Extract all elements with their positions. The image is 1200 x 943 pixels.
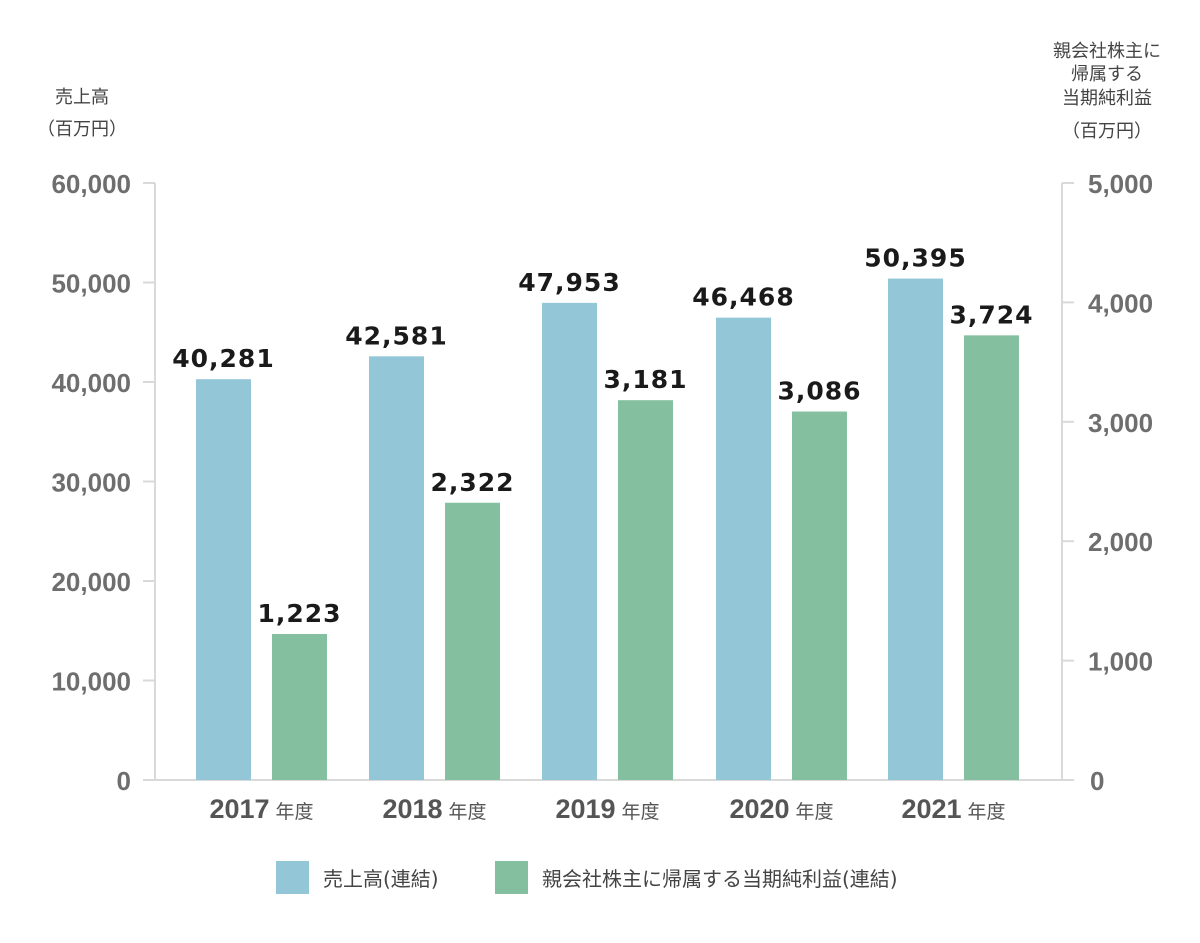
- left-axis-title-line: （百万円）: [37, 119, 127, 140]
- right-tick-label: 5,000: [1088, 169, 1153, 199]
- data-label-net-income: 3,724: [949, 300, 1033, 329]
- bar-sales: [542, 302, 597, 780]
- right-axis-title-line: 帰属する: [1071, 64, 1143, 85]
- legend-label: 売上高(連結): [323, 867, 439, 891]
- category-label: 2021 年度: [901, 794, 1005, 824]
- right-axis-title-line: （百万円）: [1062, 121, 1152, 142]
- bar-sales: [369, 356, 424, 780]
- left-axis-title: 売上高 （百万円）: [37, 87, 127, 140]
- right-axis-ticks: 0 1,000 2,000 3,000 4,000 5,000: [1062, 169, 1153, 796]
- right-axis-title-line: 当期純利益: [1062, 88, 1152, 109]
- data-label-sales: 50,395: [864, 244, 966, 273]
- data-label-net-income: 1,223: [257, 599, 341, 628]
- left-tick-label: 40,000: [51, 368, 131, 398]
- right-tick-label: 2,000: [1088, 527, 1153, 557]
- bar-sales: [888, 278, 943, 780]
- left-tick-label: 50,000: [51, 269, 131, 299]
- data-label-sales: 46,468: [692, 283, 794, 312]
- left-tick-label: 10,000: [51, 667, 131, 697]
- right-tick-label: 4,000: [1088, 288, 1153, 318]
- category-label: 2017 年度: [209, 794, 313, 824]
- left-tick-label: 20,000: [51, 567, 131, 597]
- category-label: 2019 年度: [555, 794, 659, 824]
- category-label: 2020 年度: [729, 794, 833, 824]
- legend: 売上高(連結) 親会社株主に帰属する当期純利益(連結): [276, 861, 898, 894]
- right-axis-title-line: 親会社株主に: [1053, 41, 1161, 62]
- bar-net-income: [272, 633, 327, 780]
- right-tick-label: 3,000: [1088, 408, 1153, 438]
- right-tick-label: 0: [1090, 766, 1104, 796]
- bar-net-income: [618, 400, 673, 780]
- data-label-net-income: 3,086: [777, 377, 861, 406]
- data-label-sales: 47,953: [518, 268, 620, 297]
- data-label-net-income: 2,322: [430, 468, 514, 497]
- bar-net-income: [792, 411, 847, 780]
- category-labels: 2017 年度 2018 年度 2019 年度 2020 年度 2021 年度: [209, 794, 1005, 824]
- bar-net-income: [445, 502, 500, 780]
- bar-net-income: [964, 335, 1019, 780]
- left-axis-title-line: 売上高: [55, 87, 109, 108]
- left-tick-label: 60,000: [51, 169, 131, 199]
- left-tick-label: 0: [117, 766, 131, 796]
- right-tick-label: 1,000: [1088, 647, 1153, 677]
- data-label-sales: 40,281: [172, 344, 274, 373]
- left-axis-ticks: 0 10,000 20,000 30,000 40,000 50,000 60,000: [51, 169, 155, 796]
- legend-swatch: [495, 861, 528, 894]
- legend-swatch: [276, 861, 309, 894]
- data-label-net-income: 3,181: [603, 365, 687, 394]
- category-label: 2018 年度: [382, 794, 486, 824]
- bar-sales: [196, 379, 251, 780]
- data-labels: 40,281 1,223 42,581 2,322 47,953 3,181 46,468 3…: [172, 244, 1033, 628]
- data-label-sales: 42,581: [345, 321, 447, 350]
- right-axis-title: 親会社株主に帰属する当期純利益 （百万円）: [1053, 41, 1161, 142]
- legend-label: 親会社株主に帰属する当期純利益(連結): [542, 867, 898, 891]
- bar-sales: [716, 317, 771, 780]
- bars: [196, 278, 1019, 780]
- left-tick-label: 30,000: [51, 468, 131, 498]
